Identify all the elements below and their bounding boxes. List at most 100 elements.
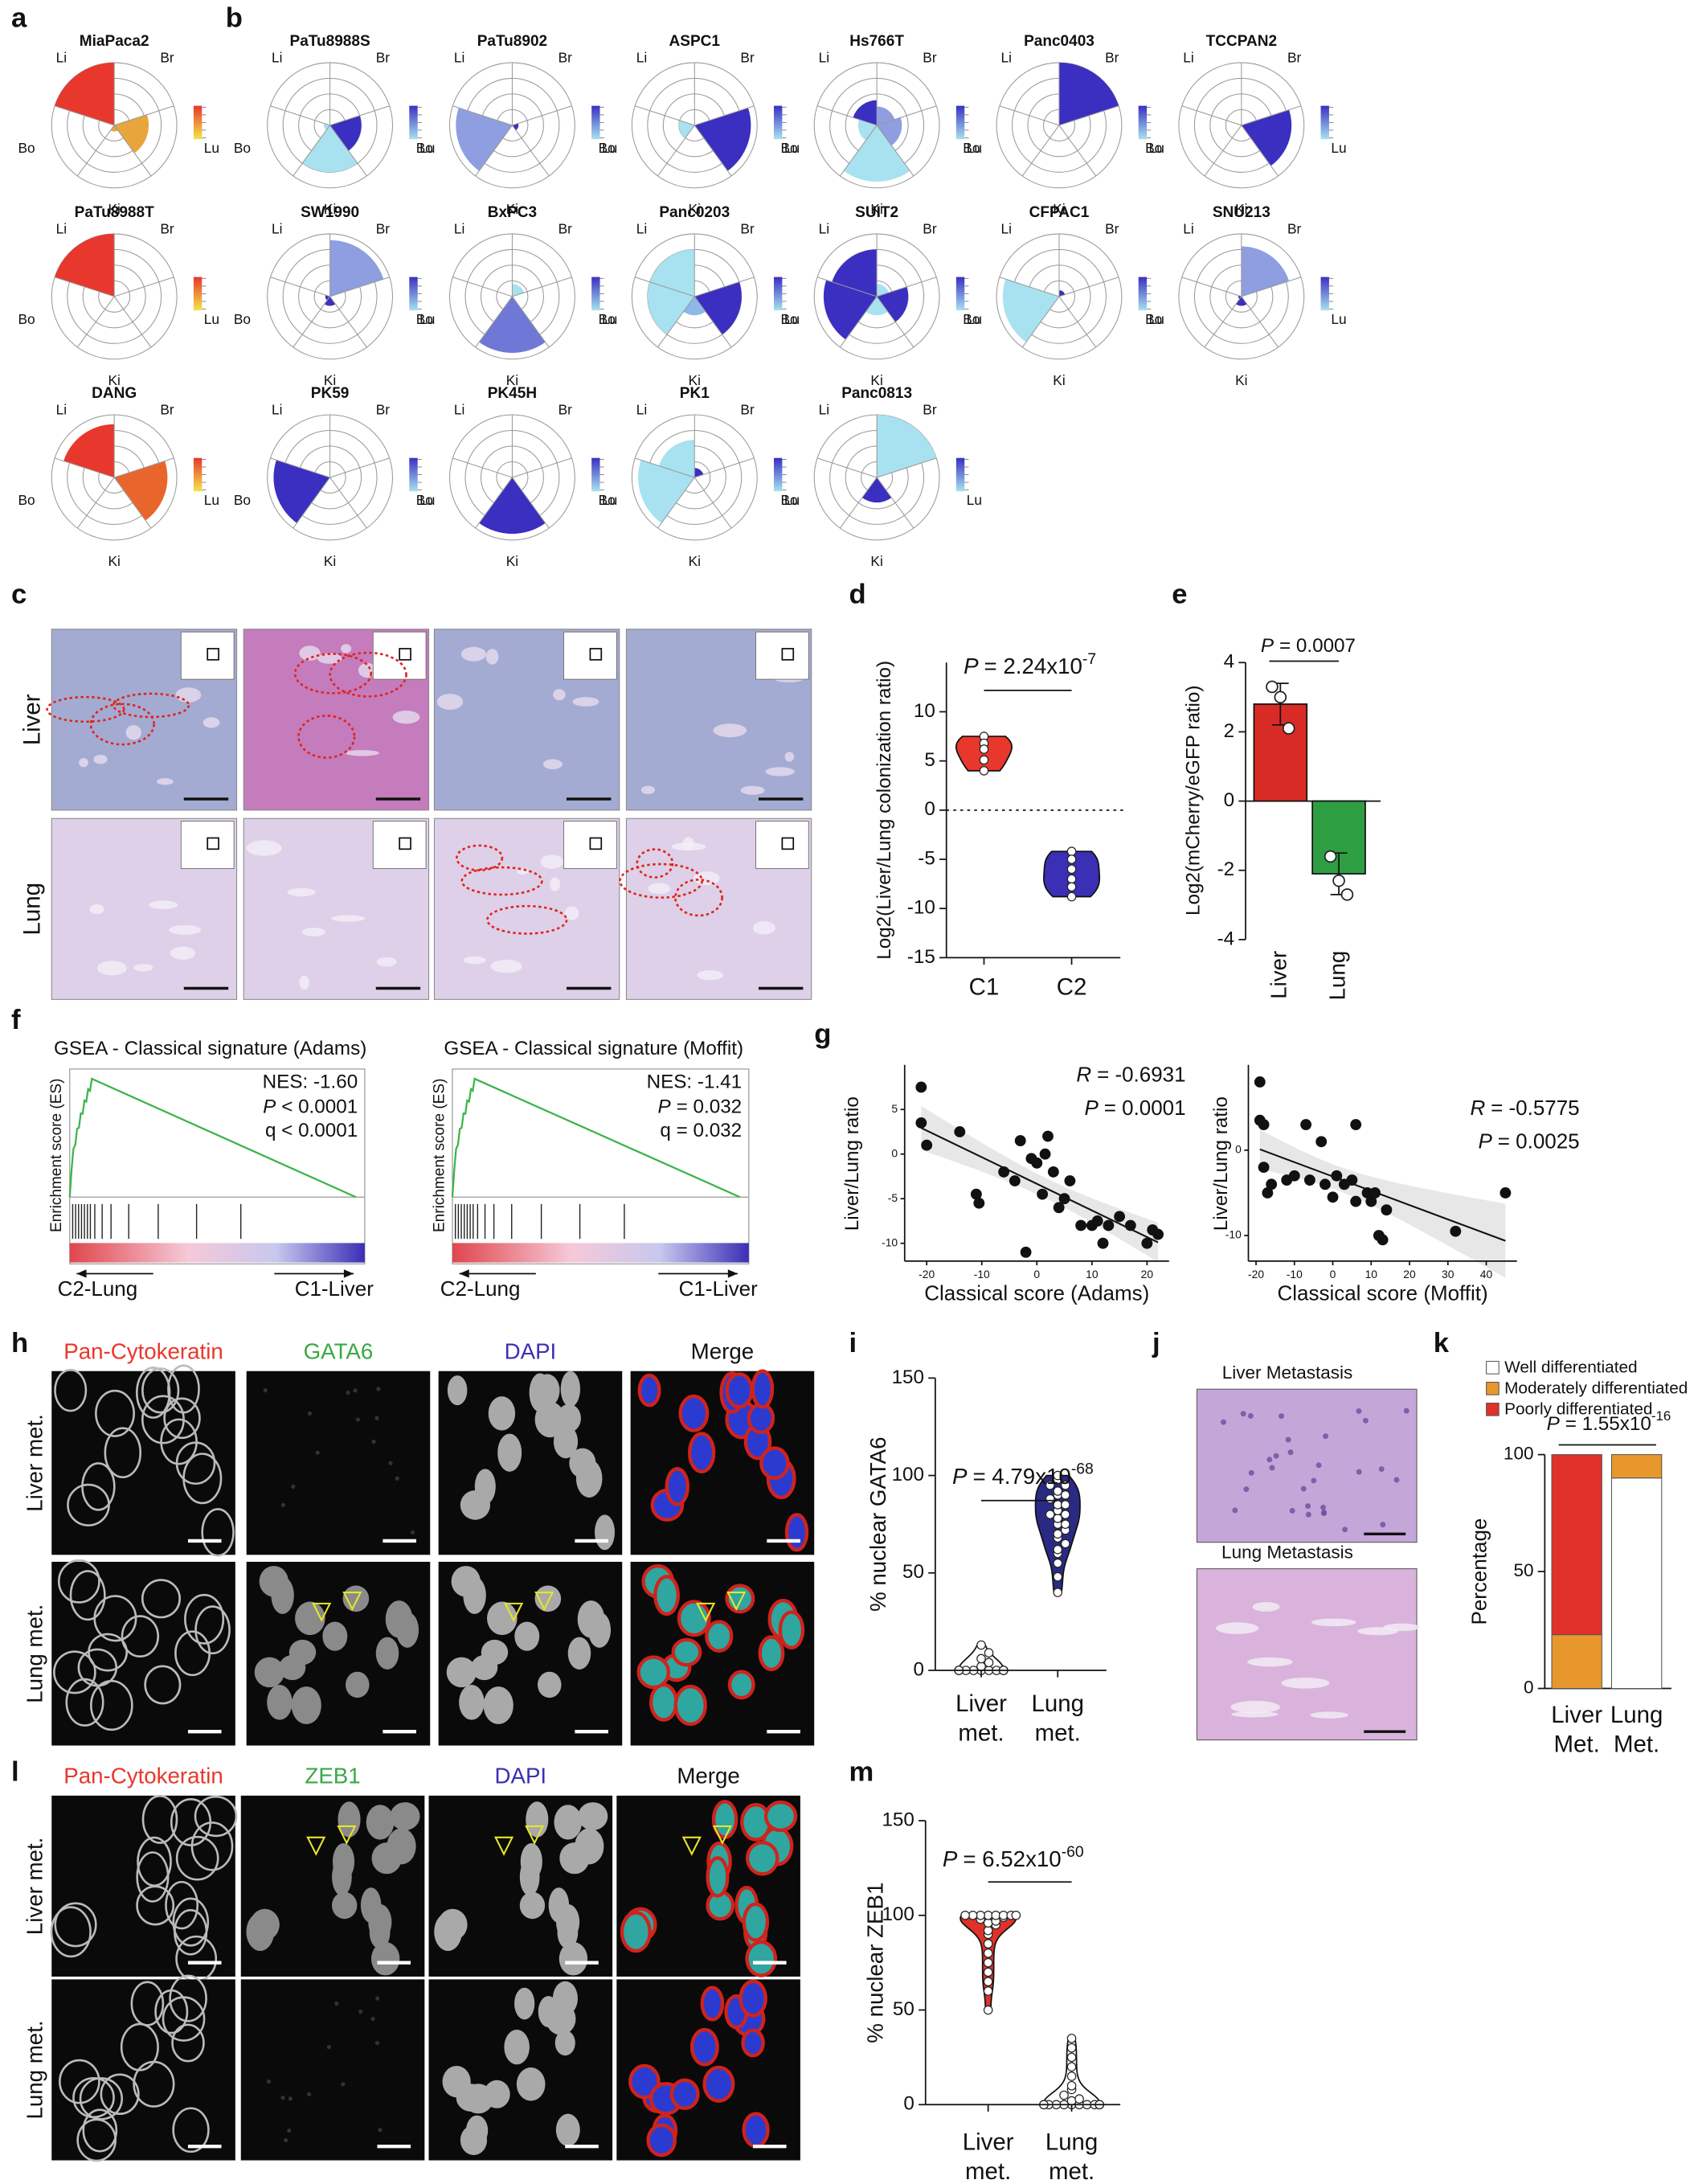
es-curve [68,1077,357,1199]
cell [569,1448,596,1478]
radar-plot [631,414,787,541]
cell [184,1593,225,1645]
sector [479,296,546,353]
data-point [1031,1157,1043,1169]
x-tick-label: met. [958,1719,1004,1746]
data-point [1066,882,1077,892]
cell [254,1657,284,1688]
data-point [1060,1490,1070,1500]
data-point [1014,1135,1026,1146]
arrowhead-marker [525,1825,545,1846]
spoke [635,457,695,478]
arrowhead-marker [712,1825,732,1846]
spoke [329,457,390,478]
data-point [998,1910,1009,1920]
data-point [1053,1588,1063,1597]
x-tick-label: Liver [1551,1702,1602,1728]
radar-plot [813,62,969,189]
panel-label: a [11,2,27,33]
radar-axis-label: Lu [419,140,435,156]
radar-plot [631,62,787,189]
tissue-feature [784,752,795,762]
data-point [1060,1500,1070,1510]
y-tick-label: 50 [893,1998,914,2020]
radar-axis-label: Bo [1145,140,1162,156]
data-point [1066,2043,1077,2053]
radar-axis-label: Li [56,401,67,417]
cell [65,1678,104,1727]
cell [555,2113,580,2146]
confidence-band [1259,1129,1506,1278]
spoke [329,296,367,348]
spoke [694,296,732,348]
x-tick-label: Met. [1554,1731,1600,1757]
radar-axis-label: Br [740,401,755,417]
tissue-feature [550,877,561,891]
radar-axis-label: Br [1287,49,1302,65]
radar-axis-label: Li [1183,220,1193,236]
arrowhead-marker [493,1836,514,1856]
column-title: DAPI [505,1339,557,1364]
cell [341,2082,346,2087]
data-point [1045,1494,1055,1504]
radar-axis-label: Bo [416,140,433,156]
cell [653,1575,680,1616]
spoke [1181,277,1242,297]
sector [647,281,695,335]
radar-axis-label: Lu [1149,311,1164,327]
cell [745,1840,779,1876]
radar-title: TCCPAN2 [1206,33,1277,50]
radar-axis-label: Ki [689,553,701,569]
x-tick-label: 10 [1365,1268,1378,1280]
tissue-feature [170,946,196,960]
radar-axis-label: Ki [506,372,518,388]
colorbar [1138,277,1148,311]
cell [172,2107,210,2153]
radar-axis-label: Ki [506,201,518,217]
arrowhead-marker [696,1602,716,1622]
radar-axis-label: Bo [599,311,616,327]
data-point [1114,1211,1126,1223]
violin [1043,850,1101,898]
stat-text: = 0.0001 [1104,1096,1186,1120]
column-title: GATA6 [304,1339,374,1364]
panel-label: e [1172,579,1187,609]
y-tick-label: 10 [914,700,935,722]
data-point [1066,854,1077,864]
cell [665,1467,689,1506]
spoke [999,277,1060,297]
data-point [976,1910,985,1920]
spoke [876,125,914,177]
spoke [113,125,152,177]
radar-axis-label: Ki [108,553,120,569]
tissue-feature [89,904,104,915]
data-point [1066,874,1077,884]
cell [620,1911,652,1953]
plot-frame [69,1068,366,1264]
data-point [979,755,989,765]
regression-line [920,1127,1159,1244]
cell [487,1601,518,1636]
spoke [694,105,755,126]
inset-box [207,648,219,661]
x-tick-label: -20 [919,1268,935,1280]
data-point [970,1188,982,1200]
x-tick-label: -10 [1287,1268,1303,1280]
tissue-feature [1230,1700,1280,1714]
image-title: Lung Metastasis [1221,1543,1353,1563]
inset-box [589,648,603,661]
sector [694,281,742,335]
y-axis-label: Lung met. [23,2020,47,2119]
tumor-outline [456,844,504,871]
colorbar [773,105,783,140]
data-point [1254,1114,1266,1126]
radar-plot [996,62,1152,189]
tissue-feature [713,723,747,738]
cell [687,1432,716,1473]
spoke [1021,296,1060,348]
radar-axis-label: Li [56,49,67,65]
cell [137,1836,172,1887]
cell [175,1441,216,1485]
column-title: Merge [691,1339,754,1364]
tissue-feature [1240,1411,1246,1417]
